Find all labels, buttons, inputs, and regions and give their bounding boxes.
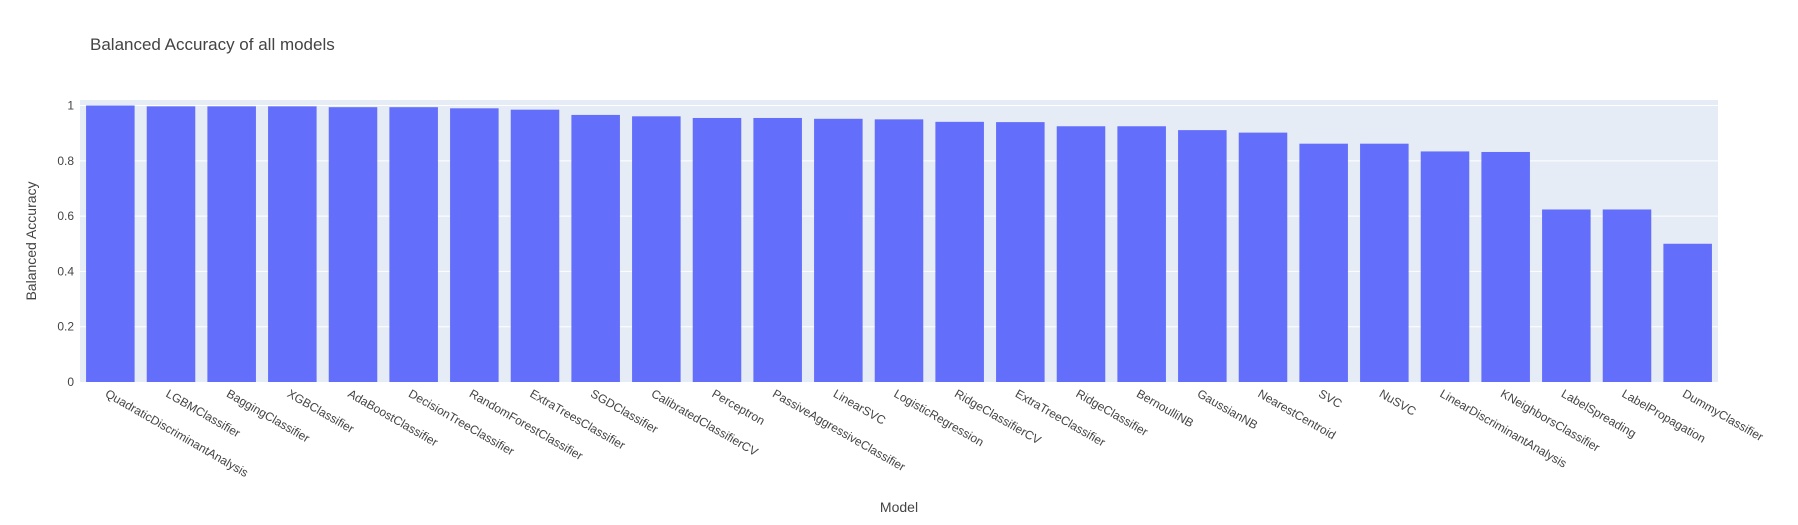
bar-CalibratedClassifierCV[interactable] [632, 116, 681, 382]
bar-GaussianNB[interactable] [1178, 130, 1227, 382]
x-tick-labels: QuadraticDiscriminantAnalysisLGBMClassif… [103, 386, 1766, 479]
x-axis-title: Model [880, 499, 918, 515]
bar-AdaBoostClassifier[interactable] [328, 107, 378, 382]
bar-NearestCentroid[interactable] [1238, 132, 1288, 382]
bar-KNeighborsClassifier[interactable] [1481, 151, 1530, 382]
x-tick-label: GaussianNB [1195, 386, 1260, 432]
x-tick-label: CalibratedClassifierCV [649, 386, 761, 458]
x-tick-label: NuSVC [1377, 386, 1419, 418]
x-tick-label: RandomForestClassifier [467, 386, 585, 462]
bar-XGBClassifier[interactable] [268, 106, 317, 382]
y-tick-label: 0.8 [57, 154, 74, 168]
bar-LabelPropagation[interactable] [1602, 209, 1652, 382]
bar-DecisionTreeClassifier[interactable] [389, 107, 438, 382]
y-tick-label: 1 [67, 99, 74, 113]
x-tick-label: SVC [1316, 386, 1345, 411]
bar-LGBMClassifier[interactable] [146, 106, 196, 382]
y-tick-label: 0 [67, 375, 74, 389]
bar-LogisticRegression[interactable] [874, 119, 924, 383]
bar-LinearSVC[interactable] [814, 118, 863, 383]
bar-DummyClassifier[interactable] [1663, 243, 1712, 382]
bar-SVC[interactable] [1299, 143, 1348, 382]
bar-LabelSpreading[interactable] [1542, 209, 1591, 382]
bar-NuSVC[interactable] [1360, 143, 1409, 382]
y-axis-title: Balanced Accuracy [23, 181, 39, 300]
bar-QuadraticDiscriminantAnalysis[interactable] [86, 105, 135, 382]
bar-BaggingClassifier[interactable] [207, 106, 256, 382]
bar-RidgeClassifierCV[interactable] [935, 121, 984, 382]
bar-BernoulliNB[interactable] [1117, 126, 1166, 382]
y-tick-label: 0.6 [57, 209, 74, 223]
bar-ExtraTreesClassifier[interactable] [510, 109, 560, 383]
bar-PassiveAggressiveClassifier[interactable] [753, 117, 802, 383]
bar-SGDClassifier[interactable] [571, 114, 620, 382]
y-tick-label: 0.4 [57, 264, 74, 278]
y-tick-label: 0.2 [57, 320, 74, 334]
bar-RidgeClassifier[interactable] [1056, 126, 1106, 382]
bar-ExtraTreeClassifier[interactable] [996, 122, 1045, 382]
y-tick-labels: 0 0.2 0.4 0.6 0.8 1 [57, 99, 74, 389]
bar-LinearDiscriminantAnalysis[interactable] [1420, 151, 1470, 382]
bar-Perceptron[interactable] [692, 117, 742, 383]
bar-RandomForestClassifier[interactable] [450, 108, 499, 382]
chart-title: Balanced Accuracy of all models [90, 35, 335, 54]
x-tick-label: KNeighborsClassifier [1498, 386, 1602, 454]
bars [86, 105, 1712, 383]
x-tick-label: DecisionTreeClassifier [406, 386, 517, 458]
